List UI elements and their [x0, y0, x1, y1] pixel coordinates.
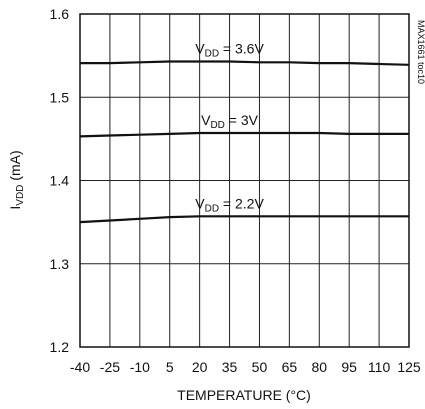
x-tick-label: -25: [100, 359, 120, 375]
y-axis-title: IVDD (mA): [7, 150, 26, 209]
y-tick-label: 1.5: [50, 89, 70, 105]
x-axis-title: TEMPERATURE (°C): [177, 387, 311, 403]
series-lines: [79, 60, 410, 224]
y-tick-label: 1.2: [50, 339, 70, 355]
x-tick-label: 95: [341, 359, 357, 375]
series-line: [79, 215, 409, 224]
series-label-rest: = 3V: [225, 112, 259, 128]
x-tick-label: 50: [252, 359, 268, 375]
series-label-rest: = 3.6V: [219, 40, 264, 56]
x-tick-labels: -40 -25 -10 5 20 35 50 65 80 95 110 125: [70, 359, 421, 375]
series-label-sub: DD: [205, 48, 219, 59]
y-tick-labels: 1.2 1.3 1.4 1.5 1.6: [50, 6, 70, 355]
y-tick-label: 1.4: [50, 173, 70, 189]
x-tick-label: 80: [311, 359, 327, 375]
x-tick-label: 35: [222, 359, 238, 375]
y-tick-label: 1.6: [50, 6, 70, 22]
x-tick-label: -10: [130, 359, 150, 375]
series-label: VDD = 3V: [201, 112, 259, 131]
x-tick-label: 5: [166, 359, 174, 375]
y-tick-label: 1.3: [50, 256, 70, 272]
series-label: VDD = 3.6V: [195, 40, 264, 59]
y-axis-title-main: I: [7, 206, 23, 210]
y-axis-title-unit: (mA): [7, 150, 23, 184]
x-tick-label: 65: [282, 359, 298, 375]
series-label-main: V: [201, 112, 211, 128]
series-line: [79, 131, 409, 138]
series-label-main: V: [195, 195, 205, 211]
x-tick-label: 110: [368, 359, 391, 375]
y-axis-title-sub: VDD: [15, 185, 26, 206]
series-label-sub: DD: [205, 203, 219, 214]
series-line: [80, 60, 410, 66]
series-label: VDD = 2.2V: [195, 195, 264, 214]
plot-frame: [79, 13, 410, 348]
x-tick-label: 20: [192, 359, 208, 375]
series-label-sub: DD: [210, 120, 224, 131]
x-tick-label: 125: [397, 359, 421, 375]
series-label-rest: = 2.2V: [219, 195, 264, 211]
series-label-main: V: [195, 40, 205, 56]
x-tick-label: -40: [70, 359, 90, 375]
figure-id-note: MAX1661 toc10: [416, 20, 425, 84]
